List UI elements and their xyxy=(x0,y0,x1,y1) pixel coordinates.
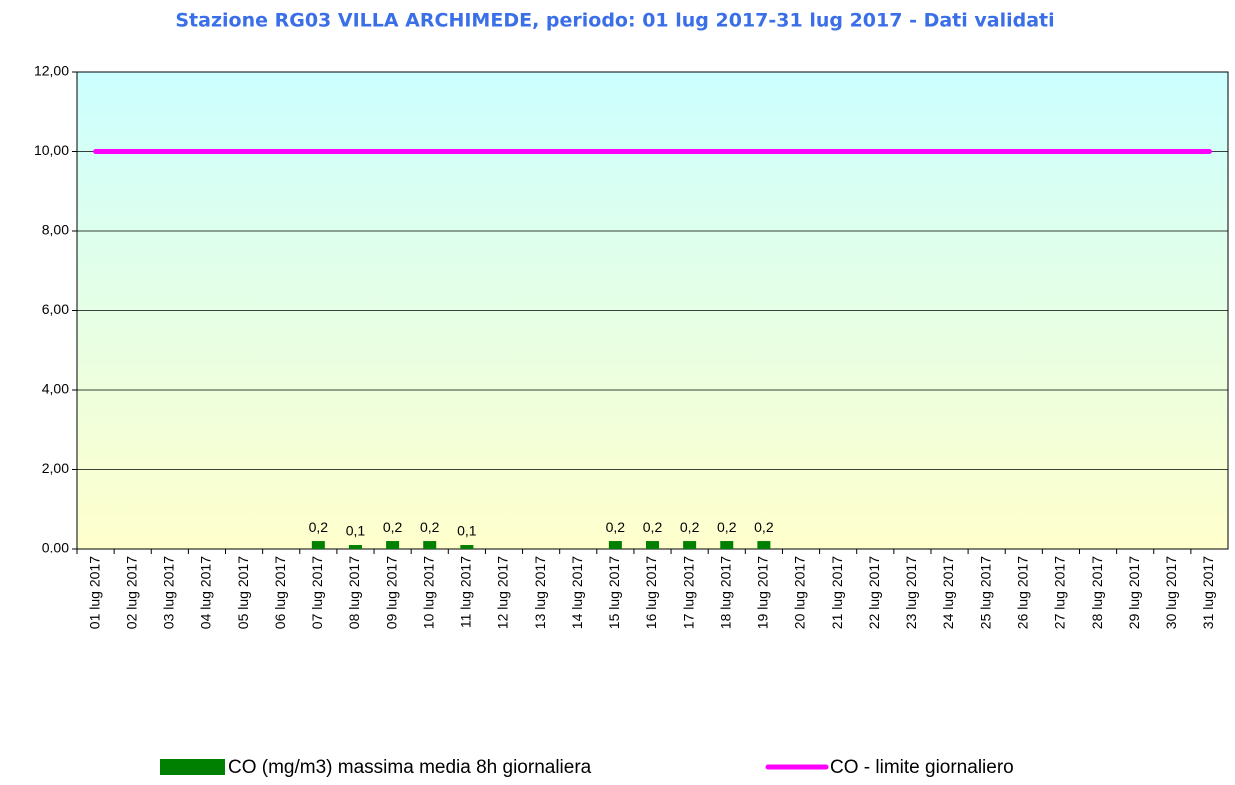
y-tick-label: 0.00 xyxy=(42,540,69,556)
data-label: 0,2 xyxy=(717,519,737,535)
bar xyxy=(423,541,437,549)
data-label: 0,2 xyxy=(680,519,700,535)
bar xyxy=(608,541,622,549)
data-label: 0,2 xyxy=(420,519,440,535)
bar xyxy=(720,541,734,549)
x-tick-label: 13 lug 2017 xyxy=(532,556,548,629)
x-tick-label: 28 lug 2017 xyxy=(1089,556,1105,629)
x-tick-label: 07 lug 2017 xyxy=(309,556,325,629)
x-tick-label: 19 lug 2017 xyxy=(755,556,771,629)
bar xyxy=(348,545,362,549)
x-tick-label: 23 lug 2017 xyxy=(903,556,919,629)
x-tick-label: 22 lug 2017 xyxy=(866,556,882,629)
data-label: 0,2 xyxy=(383,519,403,535)
bar xyxy=(646,541,659,549)
data-label: 0,2 xyxy=(643,519,663,535)
y-tick-label: 10,00 xyxy=(34,142,69,158)
data-label: 0,1 xyxy=(346,523,366,539)
x-tick-label: 01 lug 2017 xyxy=(86,556,102,629)
y-tick-label: 12,00 xyxy=(34,63,69,79)
x-tick-label: 08 lug 2017 xyxy=(346,556,362,629)
x-tick-label: 12 lug 2017 xyxy=(495,556,511,629)
chart-title: Stazione RG03 VILLA ARCHIMEDE, periodo: … xyxy=(175,10,1054,32)
data-label: 0,1 xyxy=(457,523,477,539)
bar xyxy=(757,541,771,549)
x-tick-label: 25 lug 2017 xyxy=(977,556,993,629)
x-tick-label: 30 lug 2017 xyxy=(1163,556,1179,629)
legend-label: CO - limite giornaliero xyxy=(830,757,1014,778)
bar xyxy=(683,541,697,549)
x-tick-label: 02 lug 2017 xyxy=(123,556,139,629)
data-label: 0,2 xyxy=(754,519,774,535)
y-tick-label: 6,00 xyxy=(42,301,69,317)
x-tick-label: 03 lug 2017 xyxy=(161,556,177,629)
x-tick-label: 24 lug 2017 xyxy=(940,556,956,629)
bar xyxy=(460,545,474,549)
x-tick-label: 20 lug 2017 xyxy=(792,556,808,629)
x-tick-label: 31 lug 2017 xyxy=(1200,556,1216,629)
x-tick-label: 16 lug 2017 xyxy=(643,556,659,629)
x-tick-label: 26 lug 2017 xyxy=(1014,556,1030,629)
bar xyxy=(311,541,325,549)
y-tick-label: 4,00 xyxy=(42,381,69,397)
x-tick-label: 29 lug 2017 xyxy=(1126,556,1142,629)
x-tick-label: 15 lug 2017 xyxy=(606,556,622,629)
x-tick-label: 27 lug 2017 xyxy=(1052,556,1068,629)
x-tick-label: 14 lug 2017 xyxy=(569,556,585,629)
y-tick-label: 8,00 xyxy=(42,222,69,238)
x-tick-label: 21 lug 2017 xyxy=(829,556,845,629)
data-label: 0,2 xyxy=(606,519,626,535)
data-label: 0,2 xyxy=(309,519,329,535)
legend-swatch xyxy=(160,759,225,775)
bar xyxy=(386,541,400,549)
y-tick-label: 2,00 xyxy=(42,460,69,476)
x-tick-label: 18 lug 2017 xyxy=(717,556,733,629)
x-tick-label: 05 lug 2017 xyxy=(235,556,251,629)
x-tick-label: 11 lug 2017 xyxy=(458,556,474,628)
x-tick-label: 10 lug 2017 xyxy=(420,556,436,629)
x-tick-label: 04 lug 2017 xyxy=(198,556,214,629)
x-tick-label: 09 lug 2017 xyxy=(383,556,399,629)
x-tick-label: 06 lug 2017 xyxy=(272,556,288,629)
x-tick-label: 17 lug 2017 xyxy=(680,556,696,629)
legend-label: CO (mg/m3) massima media 8h giornaliera xyxy=(228,757,592,778)
